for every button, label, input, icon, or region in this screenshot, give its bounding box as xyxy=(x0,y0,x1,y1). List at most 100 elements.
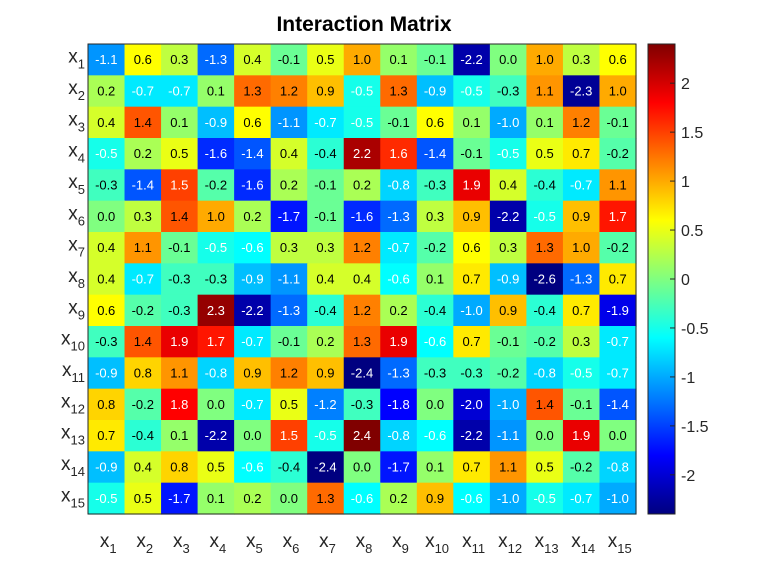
cell-value-label: -0.7 xyxy=(387,240,409,255)
cell-value-label: -0.4 xyxy=(424,303,446,318)
column-tick-label: x6 xyxy=(283,531,300,556)
heatmap-cell xyxy=(197,420,235,452)
row-tick-label: x7 xyxy=(68,235,85,260)
cell-value-label: -1.3 xyxy=(570,272,592,287)
heatmap-cell xyxy=(88,482,126,515)
cell-value-label: 0.5 xyxy=(134,491,152,506)
row-tick-label: x2 xyxy=(68,78,85,103)
cell-value-label: -0.3 xyxy=(460,366,482,381)
cell-value-label: 1.3 xyxy=(316,491,334,506)
colorbar-tick-label: -2 xyxy=(681,468,695,485)
heatmap-cell xyxy=(599,75,637,108)
cell-value-label: 1.9 xyxy=(463,178,481,193)
cell-value-label: -0.1 xyxy=(424,52,446,67)
heatmap-cell xyxy=(562,326,601,358)
row-tick-label: x10 xyxy=(61,329,85,354)
cell-value-label: 0.4 xyxy=(243,52,261,67)
heatmap-cell xyxy=(526,357,564,390)
cell-value-label: 1.4 xyxy=(170,209,188,224)
cell-value-label: -0.9 xyxy=(205,115,227,130)
chart-title: Interaction Matrix xyxy=(276,13,451,36)
heatmap-cell xyxy=(88,357,126,390)
cell-value-label: -0.2 xyxy=(497,366,519,381)
heatmap-cell xyxy=(489,263,527,296)
cell-value-label: 0.0 xyxy=(280,491,298,506)
cell-value-label: -0.1 xyxy=(607,115,629,130)
cell-value-label: 0.7 xyxy=(609,272,627,287)
cell-value-label: -1.4 xyxy=(132,178,154,193)
cell-value-label: 0.0 xyxy=(243,428,261,443)
cell-value-label: -1.4 xyxy=(424,146,446,161)
cell-value-label: -0.1 xyxy=(314,209,336,224)
heatmap-cell xyxy=(416,106,454,139)
heatmap-cell xyxy=(161,263,199,296)
cell-value-label: 1.0 xyxy=(609,84,627,99)
cell-value-label: 1.3 xyxy=(536,240,554,255)
heatmap-cell xyxy=(562,106,601,139)
heatmap-cell xyxy=(343,200,381,233)
heatmap-cell xyxy=(489,357,527,390)
cell-value-label: 0.0 xyxy=(609,428,627,443)
heatmap-cell xyxy=(234,232,272,264)
heatmap-cell xyxy=(161,294,199,327)
cell-value-label: 2.2 xyxy=(353,146,371,161)
row-tick-labels: x1 x2 x3 x4 x5 x6 x7 x8 x9 x10 x11 x12 x13 x14 x15 xyxy=(61,47,85,511)
column-tick-label: x13 xyxy=(535,531,559,556)
heatmap-cell xyxy=(380,420,418,452)
heatmap-cell xyxy=(161,482,199,515)
cell-value-label: -0.5 xyxy=(351,84,373,99)
heatmap-cell xyxy=(161,138,199,170)
heatmap-cell xyxy=(453,482,491,515)
heatmap-cell xyxy=(161,326,199,358)
cell-value-label: 1.4 xyxy=(536,397,554,412)
heatmap-cell xyxy=(599,200,637,233)
heatmap-cell xyxy=(453,75,491,108)
heatmap-cell xyxy=(599,451,637,484)
cell-value-label: -0.1 xyxy=(460,146,482,161)
cell-value-label: 0.2 xyxy=(389,303,407,318)
cell-value-label: -1.6 xyxy=(351,209,373,224)
heatmap-cell xyxy=(380,200,418,233)
cell-value-label: 0.7 xyxy=(572,303,590,318)
heatmap-cell xyxy=(270,388,308,421)
cell-value-label: -0.2 xyxy=(205,178,227,193)
cell-value-label: -0.7 xyxy=(314,115,336,130)
heatmap-cell xyxy=(562,451,601,484)
heatmap-cell xyxy=(489,44,527,76)
cell-value-label: 0.9 xyxy=(572,209,590,224)
cell-value-label: 0.6 xyxy=(426,115,444,130)
heatmap-cell xyxy=(234,169,272,202)
cell-value-label: 0.2 xyxy=(316,334,334,349)
heatmap-cell xyxy=(124,169,162,202)
heatmap-cell xyxy=(343,232,381,264)
cell-value-label: -0.6 xyxy=(241,240,263,255)
heatmap-cell xyxy=(489,451,527,484)
heatmap-cell xyxy=(88,451,126,484)
cell-value-label: 0.2 xyxy=(280,178,298,193)
row-tick-label: x1 xyxy=(68,47,85,72)
cell-value-label: 0.5 xyxy=(207,460,225,475)
heatmap-cell xyxy=(234,138,272,170)
cell-value-label: 0.1 xyxy=(170,115,188,130)
cell-value-label: 0.0 xyxy=(536,428,554,443)
heatmap-cell xyxy=(270,294,308,327)
heatmap-cell xyxy=(453,169,491,202)
cell-value-label: 0.4 xyxy=(97,272,115,287)
heatmap-cell xyxy=(416,169,454,202)
heatmap-cell xyxy=(197,294,235,327)
cell-value-label: 0.5 xyxy=(280,397,298,412)
heatmap-cell xyxy=(343,294,381,327)
heatmap-cell xyxy=(343,44,381,76)
heatmap-cell xyxy=(270,326,308,358)
cell-value-label: 2.4 xyxy=(353,428,371,443)
cell-value-label: 1.9 xyxy=(389,334,407,349)
cell-value-label: -0.4 xyxy=(533,178,555,193)
cell-value-label: -0.7 xyxy=(607,366,629,381)
heatmap-cell xyxy=(234,482,272,515)
column-tick-label: x14 xyxy=(571,531,595,556)
heatmap-cell xyxy=(197,326,235,358)
row-tick-label: x6 xyxy=(68,203,85,228)
cell-value-label: -0.6 xyxy=(387,272,409,287)
cell-value-label: -0.1 xyxy=(168,240,190,255)
heatmap-cell xyxy=(270,357,308,390)
